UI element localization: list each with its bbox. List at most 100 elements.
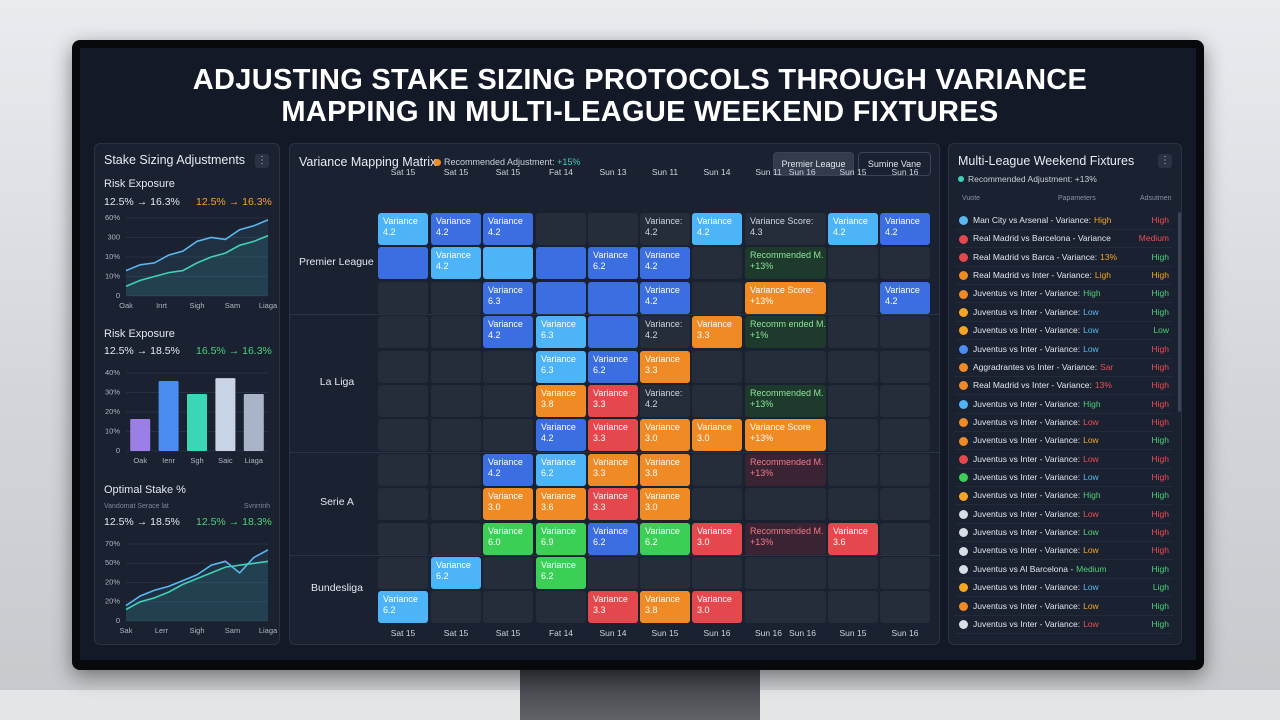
matrix-cell [378, 316, 428, 349]
matrix-cell: Variance 3.3 [692, 316, 742, 349]
matrix-cell: Variance 6.2 [536, 453, 586, 486]
team-icon [959, 510, 968, 519]
matrix-cell: Variance 4.2 [880, 213, 930, 245]
area [126, 561, 268, 621]
cell-label: Recomm ended M. [750, 319, 826, 330]
cell-label: Variance [383, 216, 418, 226]
cell-label: Variance [645, 353, 680, 364]
matrix-cell [828, 281, 878, 314]
menu-button[interactable]: ⋮ [1158, 154, 1172, 168]
y-tick-label: 20% [105, 597, 120, 606]
cell-value: 3.0 [645, 433, 658, 444]
matrix-cell: Variance 6.0 [483, 522, 533, 555]
matrix-cell: Variance 3.0 [692, 591, 742, 624]
fixture-row: Juventus vs Inter - Variance: Low High [955, 542, 1173, 561]
cell-value: 3.3 [593, 605, 606, 616]
matrix-cell [692, 488, 742, 521]
matrix-cell: Variance Score +13% [745, 419, 826, 452]
recommendation-value: +15% [557, 157, 581, 167]
cell-label: Variance [593, 353, 628, 364]
y-tick-label: 60% [105, 213, 120, 222]
cell-label: Variance [833, 525, 868, 536]
matrix-cell [828, 419, 878, 452]
cell-label: Variance [593, 388, 628, 398]
matrix-cell [588, 557, 638, 589]
fixture-variance: Low [1083, 527, 1099, 538]
league-label: Premier League [299, 255, 374, 268]
fixture-row: Aggradrantes vs Inter - Variance: Sar High [955, 359, 1173, 377]
column-header: Sun 11 Sun 16 [755, 167, 816, 177]
team-icon [959, 546, 968, 556]
fixture-adjustment: High [1151, 306, 1169, 317]
matrix-cell: Variance 3.8 [640, 591, 690, 624]
cell-value: 3.6 [833, 536, 846, 547]
fixture-adjustment: Ligh [1152, 582, 1169, 593]
cell-label: Variance [645, 491, 680, 502]
fixture-adjustment: High [1151, 453, 1169, 464]
fixture-row: Real Madrid vs Barca - Variance: 13% High [955, 249, 1173, 267]
cell-value: 6.2 [541, 571, 554, 581]
fixture-row: Juventus vs Inter - Variance: Low Ligh [955, 579, 1173, 598]
fixture-row: Juventus vs Inter - Variance: Low High [955, 598, 1173, 616]
matrix-cell: Recommended M. +13% [745, 385, 826, 417]
league-label: Bundesliga [311, 582, 363, 595]
cell-value: 6.3 [541, 364, 554, 375]
matrix-cell [745, 350, 826, 383]
cell-label: Variance [541, 560, 576, 570]
matrix-cell [378, 350, 428, 383]
cell-label: Variance [885, 284, 920, 295]
matrix-cell: Recommended M. +13% [745, 522, 826, 555]
menu-button[interactable]: ⋮ [255, 154, 269, 168]
fixture-variance: Low [1083, 453, 1099, 464]
cell-label: Variance Score: [750, 284, 814, 295]
fixture-row: Juventus vs Inter - Variance: High High [955, 396, 1173, 414]
tab-button[interactable]: Premier League [773, 152, 854, 176]
fixture-adjustment: High [1151, 215, 1169, 225]
scrollbar[interactable] [1178, 212, 1181, 412]
cell-label: Variance [541, 456, 576, 467]
fixture-variance: Low [1083, 343, 1099, 354]
matrix-cell: Variance 4.2 [828, 213, 878, 245]
matrix-cell: Variance 4.2 [640, 281, 690, 314]
cell-label: Variance [697, 594, 732, 605]
cell-value: 3.8 [645, 605, 658, 616]
matrix-cell [828, 247, 878, 280]
matrix-cell: Recomm ended M. +1% [745, 316, 826, 349]
cell-value: 6.2 [436, 571, 449, 581]
chart-title: Optimal Stake % [104, 484, 186, 496]
fixture-match: Juventus vs Inter - Variance: [973, 490, 1081, 501]
fixture-match: Juventus vs Inter - Variance: [973, 306, 1081, 317]
cell-value: 3.8 [541, 399, 554, 409]
cell-value: 4.2 [436, 227, 449, 237]
matrix-cell [536, 591, 586, 624]
monitor-stand [520, 670, 760, 720]
cell-label: Variance [436, 216, 471, 226]
x-tick-label: Liaga [245, 456, 264, 465]
kpi-text: 12.5% → 16.3% [104, 196, 180, 208]
line [125, 549, 269, 607]
team-icon [959, 326, 968, 336]
team-icon [959, 399, 968, 409]
cell-label: Variance [541, 319, 576, 330]
matrix-cell [745, 488, 826, 521]
fixture-match: Juventus vs Inter - Variance: [973, 288, 1081, 299]
cell-value: 4.2 [645, 227, 658, 237]
panel-title: Multi-League Weekend Fixtures [958, 154, 1135, 168]
team-icon [959, 363, 968, 373]
fixture-variance: High [1083, 398, 1101, 409]
y-tick-label: 40% [105, 368, 120, 377]
kpi-text: 12.5% → 18.5% [104, 516, 180, 528]
cell-label: Variance [885, 216, 920, 226]
cell-value: 3.3 [593, 433, 606, 444]
cell-value: 6.3 [488, 295, 501, 306]
group-separator [290, 555, 939, 556]
matrix-cell [828, 316, 878, 349]
matrix-cell: Variance 4.2 [431, 247, 481, 280]
fixture-adjustment: High [1151, 563, 1169, 574]
matrix-cell [828, 350, 878, 383]
fixture-row: Real Madrid vs Inter - Variance: 13% High [955, 377, 1173, 396]
fixture-match: Juventus vs Inter - Variance: [973, 416, 1081, 427]
matrix-cell: Variance: 4.2 [640, 385, 690, 417]
tab-button[interactable]: Sumine Vane [858, 152, 931, 176]
fixture-adjustment: High [1151, 527, 1169, 538]
